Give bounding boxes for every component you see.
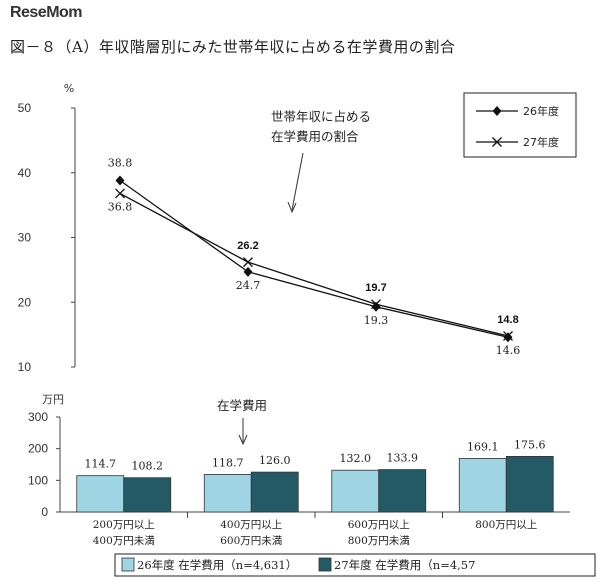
bar-annotation-arrowhead	[238, 434, 248, 446]
line-y-tick-label: 30	[18, 231, 32, 245]
line-point-fy27	[243, 257, 253, 268]
bar-unit-label: 万円	[42, 393, 64, 406]
legend-label-fy26: 26年度	[523, 104, 559, 118]
line-y-tick-label: 10	[18, 360, 32, 374]
bar-category-label: 800万円未満	[348, 535, 411, 547]
line-point-fy27-stroke	[243, 257, 253, 268]
line-series-1	[119, 179, 509, 338]
line-y-tick-label: 50	[18, 101, 32, 115]
line-data-label-fy27: 36.8	[108, 200, 133, 213]
bar-y-tick-label: 200	[28, 442, 48, 456]
bar-fy27	[378, 469, 427, 513]
line-point-fy26	[503, 332, 513, 343]
resemom-logo-text: ReseMom	[10, 4, 82, 21]
line-point-fy27	[371, 299, 381, 310]
line-annotation: 在学費用の割合	[271, 129, 359, 144]
bar-fy26	[76, 475, 125, 513]
line-y-tick-label: 20	[18, 295, 32, 309]
bar-legend-box	[114, 553, 596, 577]
line-annotation-arrowhead	[287, 201, 297, 214]
bar-category-label: 400万円未満	[93, 535, 156, 547]
bar-category-label: 400万円以上	[220, 519, 282, 531]
line-y-tick-label: 40	[18, 166, 32, 180]
legend-x-marker	[492, 137, 502, 147]
legend-label-fy27: 27年度	[523, 135, 559, 149]
legend-swatch-fy27	[318, 557, 332, 572]
line-data-label-fy26: 19.3	[364, 314, 389, 327]
line-data-label-fy27: 26.2	[237, 240, 258, 252]
bar-data-label: 126.0	[259, 454, 291, 467]
legend-diamond-marker	[492, 106, 502, 116]
bar-data-label: 175.6	[514, 438, 546, 451]
bar-y-tick-label: 100	[28, 473, 48, 487]
bar-fy27	[123, 477, 172, 513]
resemom-logo: ReseMom	[0, 0, 92, 22]
bar-fy27	[505, 455, 554, 513]
legend-bar-label-fy26: 26年度 在学費用（n=4,631）	[137, 558, 297, 572]
line-point-fy26	[115, 175, 125, 186]
line-series-2	[119, 192, 509, 337]
line-data-label-fy26: 24.7	[236, 279, 261, 292]
bar-data-label: 133.9	[387, 452, 419, 465]
bar-category-label: 600万円以上	[348, 519, 410, 531]
bar-fy27	[250, 471, 299, 513]
bar-data-label: 132.0	[340, 452, 372, 465]
line-point-fy27-stroke	[115, 188, 125, 199]
line-data-label-fy27: 14.8	[497, 314, 518, 326]
line-annotation-arrow	[291, 152, 304, 211]
line-point-fy27	[115, 188, 125, 199]
legend-bar-label-fy27: 27年度 在学費用（n=4,57	[334, 558, 475, 572]
line-point-fy27-stroke	[371, 299, 381, 310]
legend-swatch-fy26	[121, 557, 135, 572]
bar-y-tick-label: 0	[41, 505, 48, 519]
line-legend-box	[463, 92, 577, 158]
line-data-label-fy27: 19.7	[365, 282, 386, 294]
line-point-fy26	[243, 266, 253, 277]
bar-y-tick-label: 300	[28, 410, 48, 424]
bar-fy26	[203, 474, 252, 513]
line-annotation: 世帯年収に占める	[271, 109, 371, 124]
bar-data-label: 169.1	[467, 440, 499, 453]
line-point-fy27	[503, 330, 513, 341]
bar-data-label: 114.7	[85, 458, 117, 471]
bar-fy26	[458, 458, 507, 513]
bar-category-label: 600万円未満	[220, 535, 283, 547]
bar-data-label: 118.7	[212, 456, 244, 469]
bar-annotation: 在学費用	[217, 398, 267, 413]
line-data-label-fy26: 14.6	[496, 344, 521, 357]
bar-data-label: 108.2	[132, 460, 164, 473]
line-unit-label: %	[64, 82, 74, 95]
bar-category-label: 200万円以上	[93, 519, 155, 531]
chart-title: 図－８（A）年収階層別にみた世帯年収に占める在学費用の割合	[10, 38, 456, 56]
bar-fy26	[331, 469, 380, 513]
line-point-fy27-stroke	[503, 330, 513, 341]
bar-category-label: 800万円以上	[475, 519, 537, 531]
line-data-label-fy26: 38.8	[108, 157, 133, 170]
